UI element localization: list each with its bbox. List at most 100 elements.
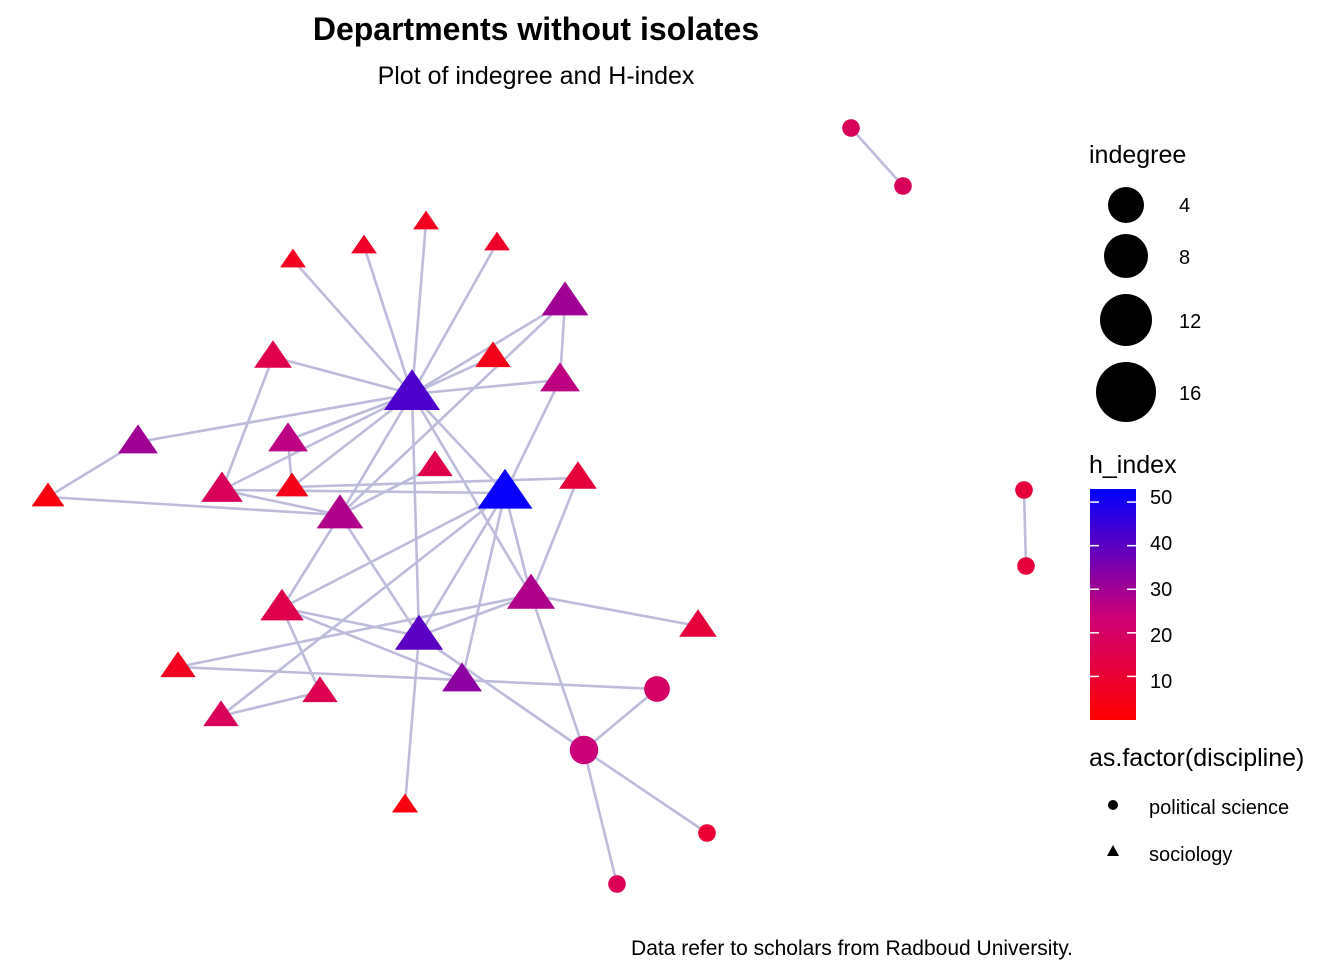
network-edge <box>281 491 506 610</box>
network-edge <box>280 514 342 609</box>
node-political-science <box>1015 481 1033 499</box>
node-sociology <box>260 588 304 621</box>
node-sociology <box>540 362 580 392</box>
network-edge <box>411 393 506 494</box>
h-index-legend: h_index 50 40 30 20 10 <box>1089 451 1177 720</box>
indegree-key-16 <box>1096 362 1156 422</box>
network-edge <box>850 127 904 187</box>
h-index-tick-30: 30 <box>1150 579 1172 601</box>
node-sociology <box>417 450 453 477</box>
node-sociology <box>31 482 65 507</box>
network-edge <box>291 476 579 489</box>
sociology-label: sociology <box>1149 844 1232 866</box>
node-sociology <box>118 424 158 454</box>
node-political-science <box>608 875 626 893</box>
network-edge <box>137 392 413 444</box>
network-edge <box>529 594 586 751</box>
node-sociology <box>392 793 418 813</box>
node-sociology <box>351 234 377 254</box>
node-sociology <box>477 468 533 509</box>
node-sociology <box>302 676 338 703</box>
network-nodes <box>31 119 1035 893</box>
node-sociology <box>160 651 196 678</box>
indegree-label-16: 16 <box>1179 383 1201 405</box>
indegree-legend-title: indegree <box>1089 141 1186 169</box>
network-edge <box>530 593 699 628</box>
indegree-label-4: 4 <box>1179 195 1190 217</box>
h-index-legend-title: h_index <box>1089 451 1177 479</box>
political-science-key <box>1108 800 1118 810</box>
network-edge <box>292 259 413 395</box>
network-edge <box>281 606 463 682</box>
network-edge <box>220 690 321 718</box>
network-edge <box>583 688 658 751</box>
network-edge <box>582 749 619 885</box>
indegree-label-12: 12 <box>1179 311 1201 333</box>
indegree-legend: indegree 4 8 12 16 <box>1089 141 1201 422</box>
network-edge <box>460 492 507 681</box>
network-edge <box>503 379 562 494</box>
h-index-tick-10: 10 <box>1150 671 1172 693</box>
node-sociology <box>559 461 597 489</box>
node-sociology <box>413 210 439 230</box>
node-sociology <box>254 340 292 368</box>
node-sociology <box>316 494 364 529</box>
node-political-science <box>1017 557 1035 575</box>
network-edge <box>417 492 507 637</box>
network-edge <box>410 242 499 395</box>
discipline-legend: as.factor(discipline) political science … <box>1089 744 1304 866</box>
node-sociology <box>442 662 482 692</box>
network-edge <box>338 393 414 516</box>
node-sociology <box>506 573 556 609</box>
political-science-label: political science <box>1149 797 1289 819</box>
plot-subtitle: Plot of indegree and H-index <box>378 62 695 90</box>
node-sociology <box>203 700 239 727</box>
node-sociology <box>475 341 511 368</box>
network-edge <box>410 393 421 637</box>
network-edge <box>338 514 421 637</box>
sociology-key <box>1107 845 1119 856</box>
network-edge <box>411 378 561 396</box>
node-sociology <box>268 422 308 452</box>
network-edge <box>339 301 566 516</box>
network-edge <box>221 488 341 517</box>
h-index-tick-20: 20 <box>1150 625 1172 647</box>
node-political-science <box>569 735 599 765</box>
node-sociology <box>275 472 309 497</box>
network-edge <box>220 491 506 718</box>
network-edge <box>281 606 420 638</box>
network-edge <box>47 495 341 517</box>
node-political-science <box>698 824 716 842</box>
node-sociology <box>394 614 444 650</box>
h-index-colorbar <box>1090 489 1136 720</box>
node-sociology <box>280 248 306 268</box>
network-edge <box>280 607 322 693</box>
indegree-key-4 <box>1108 187 1144 223</box>
network-edges <box>47 127 1028 885</box>
discipline-legend-title: as.factor(discipline) <box>1089 744 1304 772</box>
h-index-tick-50: 50 <box>1150 487 1172 509</box>
node-sociology <box>484 231 510 251</box>
indegree-label-8: 8 <box>1179 247 1190 269</box>
network-edge <box>529 477 580 596</box>
network-edge <box>220 356 275 491</box>
network-edge <box>410 221 428 395</box>
network-edge <box>362 245 414 395</box>
network-edge <box>221 392 413 492</box>
h-index-tick-40: 40 <box>1150 533 1172 555</box>
network-edge <box>583 748 708 835</box>
node-political-science <box>894 177 912 195</box>
node-political-science <box>644 676 670 702</box>
node-sociology <box>384 369 440 410</box>
plot-caption: Data refer to scholars from Radboud Univ… <box>631 937 1073 960</box>
node-political-science <box>842 119 860 137</box>
network-edge <box>1022 489 1028 567</box>
indegree-key-12 <box>1100 294 1152 346</box>
node-sociology <box>201 471 243 502</box>
network-edge <box>177 665 658 691</box>
indegree-key-8 <box>1104 234 1148 278</box>
node-sociology <box>541 281 589 316</box>
network-edge <box>418 634 585 752</box>
node-sociology <box>679 609 717 637</box>
